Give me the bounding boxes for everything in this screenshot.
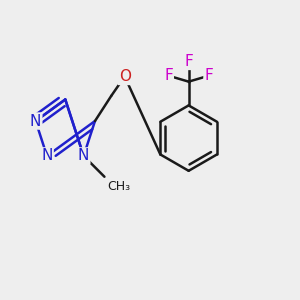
Text: N: N <box>30 113 41 128</box>
Text: N: N <box>78 148 89 164</box>
Text: N: N <box>41 148 52 164</box>
Text: O: O <box>119 69 131 84</box>
Text: F: F <box>184 54 193 69</box>
Text: F: F <box>205 68 213 83</box>
Text: CH₃: CH₃ <box>107 180 130 193</box>
Text: F: F <box>164 68 173 83</box>
